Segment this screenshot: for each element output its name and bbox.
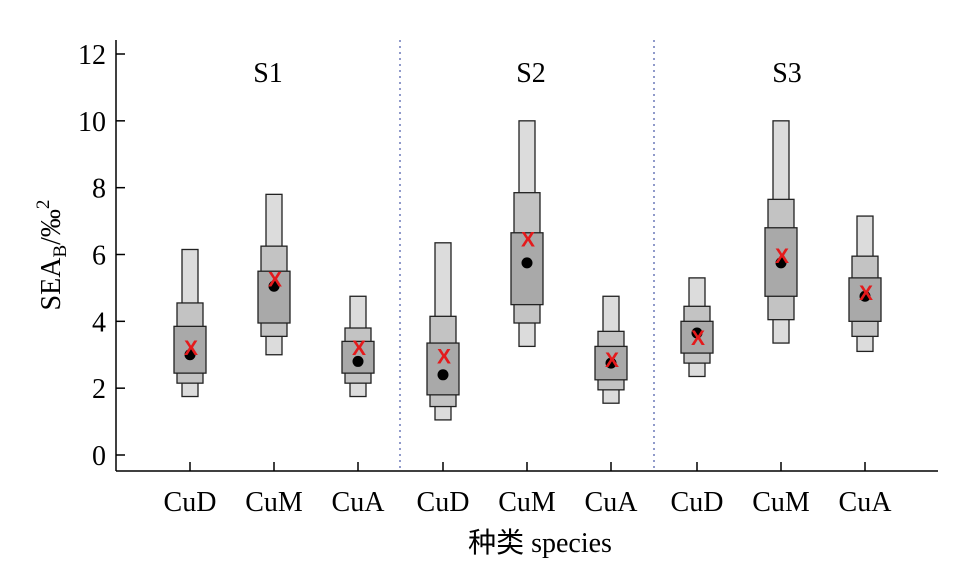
y-axis: 0 2 4 6 8 10 12 (78, 40, 125, 472)
density-box-cud: X (173, 248, 207, 398)
category-label: CuD (671, 487, 724, 518)
mean-marker: X (521, 228, 535, 251)
category-label: CuD (417, 487, 470, 518)
density-box-cua: X (341, 295, 375, 398)
mean-marker: X (859, 282, 873, 305)
density-box-cua: X (848, 215, 882, 353)
ci-50-box (680, 320, 714, 354)
mode-point (605, 357, 617, 369)
panel-label: S1 (253, 58, 283, 89)
density-box-cum: X (257, 193, 291, 356)
ci-50-box (426, 342, 460, 396)
y-axis-title: SEAB/‰2 (33, 200, 71, 311)
category-label: CuD (164, 487, 217, 518)
mean-marker: X (775, 245, 789, 268)
y-tick-label: 0 (92, 441, 106, 472)
mode-point (437, 369, 449, 381)
panel-label: S3 (772, 58, 802, 89)
y-tick-label: 6 (92, 241, 106, 272)
mode-point (352, 355, 364, 367)
category-label: CuA (585, 487, 639, 518)
panel-s3: S3 X X X (680, 58, 882, 378)
panel-s1: S1 X X X (173, 58, 375, 398)
x-axis: CuD CuM CuA CuD CuM CuA CuD CuM CuA (116, 462, 938, 518)
category-label: CuM (752, 487, 810, 518)
mode-point (691, 327, 703, 339)
density-box-cum: X (764, 120, 798, 344)
mode-point (268, 280, 280, 292)
density-box-cud: X (426, 242, 460, 421)
y-tick-label: 12 (78, 40, 106, 71)
mode-point (775, 257, 787, 269)
mean-marker: X (184, 337, 198, 360)
mean-marker: X (691, 327, 705, 350)
density-box-cud: X (680, 277, 714, 378)
category-label: CuA (839, 487, 893, 518)
y-tick-label: 10 (78, 107, 106, 138)
mean-marker: X (268, 269, 282, 292)
mode-point (521, 257, 533, 269)
panel-label: S2 (516, 58, 546, 89)
mean-marker: X (352, 337, 366, 360)
density-box-cua: X (594, 295, 628, 404)
y-tick-label: 2 (92, 374, 106, 405)
mode-point (859, 290, 871, 302)
panels-layer: S1 X X X S2 X X X S3 X X X (173, 40, 882, 471)
category-label: CuA (332, 487, 386, 518)
ci-50-box (510, 232, 544, 306)
ci-50-box (257, 270, 291, 324)
x-axis-title: 种类 species (468, 527, 612, 559)
density-box-cum: X (510, 120, 544, 348)
mean-marker: X (437, 345, 451, 368)
panel-s2: S2 X X X (426, 58, 628, 421)
y-tick-label: 4 (92, 307, 106, 338)
mean-marker: X (605, 349, 619, 372)
category-label: CuM (245, 487, 303, 518)
y-tick-label: 8 (92, 174, 106, 205)
mode-point (184, 349, 196, 361)
category-label: CuM (498, 487, 556, 518)
